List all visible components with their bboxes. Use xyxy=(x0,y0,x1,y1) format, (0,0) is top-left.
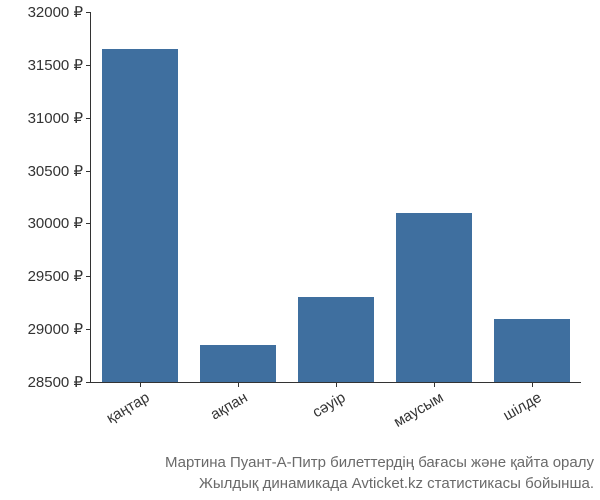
x-tick-label: сәуір xyxy=(306,382,349,421)
x-tick-label: шілде xyxy=(496,382,544,424)
y-tick-label: 30500 ₽ xyxy=(28,162,91,180)
y-tick-label: 30000 ₽ xyxy=(28,214,91,232)
caption-line2: Жылдық динамикада Avticket.kz статистика… xyxy=(199,475,594,492)
y-tick-label: 28500 ₽ xyxy=(28,373,91,391)
bar xyxy=(494,319,570,382)
bar xyxy=(298,297,374,382)
y-tick-label: 31500 ₽ xyxy=(28,56,91,74)
bar xyxy=(102,49,178,382)
caption: Мартина Пуант-А-Питр билеттердің бағасы … xyxy=(0,452,600,494)
y-tick-label: 29000 ₽ xyxy=(28,320,91,338)
y-tick-label: 32000 ₽ xyxy=(28,3,91,21)
y-tick-label: 29500 ₽ xyxy=(28,267,91,285)
caption-line1: Мартина Пуант-А-Питр билеттердің бағасы … xyxy=(165,454,594,471)
chart-container: 28500 ₽ 29000 ₽ 29500 ₽ 30000 ₽ 30500 ₽ 31000… xyxy=(0,0,600,500)
bar xyxy=(396,213,472,382)
x-tick-label: ақпан xyxy=(204,382,251,423)
y-tick-label: 31000 ₽ xyxy=(28,109,91,127)
plot-area: 28500 ₽29000 ₽29500 ₽30000 ₽30500 ₽31000… xyxy=(90,12,581,383)
bar xyxy=(200,345,276,382)
x-tick-label: қаңтар xyxy=(100,382,153,427)
x-tick-label: маусым xyxy=(387,382,447,431)
